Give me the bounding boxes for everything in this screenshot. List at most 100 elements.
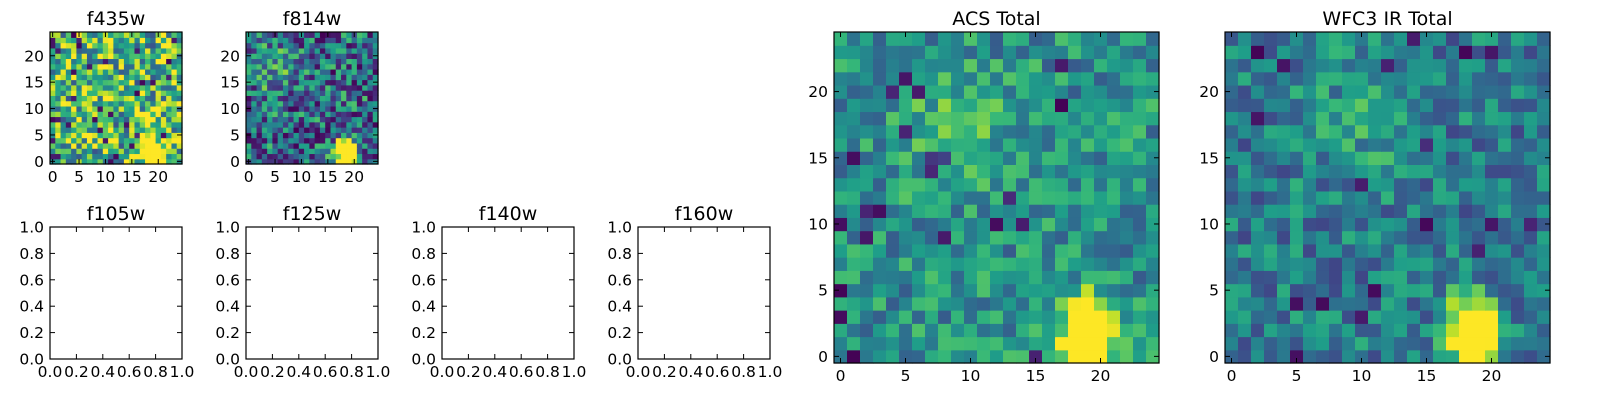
heatmap-cell — [1133, 310, 1147, 324]
heatmap-cell — [1485, 164, 1499, 179]
heatmap-cell — [899, 310, 913, 324]
heatmap-cell — [1055, 98, 1069, 113]
heatmap-cell — [272, 111, 279, 118]
heatmap-cell — [1485, 71, 1499, 86]
heatmap-cell — [166, 84, 173, 91]
heatmap-cell — [1251, 349, 1265, 364]
heatmap-cell — [1290, 310, 1304, 324]
heatmap-cell — [139, 137, 146, 144]
heatmap-cell — [134, 84, 141, 91]
heatmap-cell — [60, 32, 67, 38]
heatmap-cell — [65, 37, 72, 44]
heatmap-cell — [990, 243, 1004, 258]
heatmap-cell — [351, 121, 358, 128]
y-tick-label: 5 — [1209, 282, 1219, 300]
heatmap-cell — [1238, 98, 1252, 113]
heatmap-cell — [113, 42, 120, 49]
heatmap-cell — [50, 111, 56, 118]
heatmap-cell — [1107, 71, 1121, 86]
axes-frame — [245, 226, 379, 360]
heatmap-cell — [951, 32, 965, 46]
heatmap-cell — [1068, 32, 1082, 46]
heatmap-cell — [314, 63, 321, 70]
heatmap-cell — [1472, 177, 1486, 192]
heatmap-cell — [1446, 296, 1460, 311]
heatmap-cell — [1342, 111, 1356, 126]
heatmap-cell — [71, 53, 77, 59]
heatmap-cell — [351, 95, 358, 102]
heatmap-cell — [330, 32, 337, 38]
heatmap-cell — [102, 137, 109, 144]
heatmap-cell — [256, 127, 263, 133]
heatmap-cell — [1459, 58, 1473, 73]
heatmap-cell — [319, 79, 326, 86]
heatmap-cell — [86, 37, 93, 44]
heatmap-cell — [899, 257, 913, 271]
heatmap-cell — [1407, 190, 1421, 205]
heatmap-cell — [335, 63, 342, 70]
heatmap-cell — [92, 79, 99, 86]
heatmap-cell — [335, 58, 342, 65]
heatmap-cell — [1094, 296, 1108, 311]
y-tick-label: 0.4 — [215, 298, 240, 316]
heatmap-cell — [298, 142, 305, 149]
heatmap-cell — [50, 127, 56, 133]
heatmap-cell — [319, 127, 326, 133]
heatmap-cell — [155, 84, 162, 91]
heatmap-cell — [990, 164, 1004, 179]
heatmap-cell — [272, 127, 279, 133]
heatmap-cell — [1042, 310, 1056, 324]
heatmap-cell — [251, 111, 258, 118]
heatmap-cell — [1485, 270, 1499, 285]
heatmap-cell — [171, 74, 178, 81]
heatmap-cell — [330, 137, 337, 144]
y-tick-label: 1.0 — [607, 219, 632, 237]
heatmap-cell — [176, 153, 183, 160]
heatmap-cell — [1290, 111, 1304, 126]
heatmap-cell — [288, 153, 295, 160]
heatmap-cell — [938, 310, 952, 324]
heatmap-cell — [367, 100, 374, 107]
heatmap-cell — [1277, 270, 1291, 285]
heatmap-cell — [1485, 98, 1499, 113]
heatmap-cell — [1133, 336, 1147, 351]
heatmap-cell — [951, 190, 965, 205]
heatmap-cell — [925, 177, 939, 192]
heatmap-cell — [1446, 45, 1460, 60]
heatmap-cell — [1055, 151, 1069, 165]
heatmap-cell — [102, 90, 109, 96]
heatmap-cell — [256, 58, 263, 65]
heatmap-cell — [330, 116, 337, 123]
heatmap-cell — [50, 84, 56, 91]
heatmap-cell — [155, 137, 162, 144]
heatmap-cell — [272, 137, 279, 144]
heatmap-cell — [873, 190, 887, 205]
heatmap-cell — [288, 137, 295, 144]
heatmap-cell — [60, 137, 67, 144]
heatmap-cell — [367, 53, 374, 59]
heatmap-cell — [1498, 71, 1512, 86]
heatmap-cell — [1407, 296, 1421, 311]
y-tick-label: 15 — [1199, 149, 1219, 167]
heatmap-cell — [277, 127, 284, 133]
heatmap-cell — [362, 116, 369, 123]
heatmap-cell — [1485, 177, 1499, 192]
heatmap-cell — [1394, 98, 1408, 113]
heatmap-cell — [1537, 177, 1551, 192]
heatmap-cell — [873, 310, 887, 324]
heatmap-cell — [145, 79, 151, 86]
heatmap-cell — [282, 58, 289, 65]
heatmap-cell — [1120, 84, 1134, 99]
heatmap-cell — [118, 63, 125, 70]
heatmap-cell — [1472, 71, 1486, 86]
heatmap-cell — [951, 323, 965, 338]
heatmap-cell — [251, 32, 258, 38]
heatmap-cell — [1003, 58, 1017, 73]
heatmap-cell — [81, 79, 88, 86]
heatmap-cell — [1498, 349, 1512, 364]
heatmap-cell — [1055, 323, 1069, 338]
heatmap-cell — [1029, 310, 1043, 324]
heatmap-cell — [50, 121, 56, 128]
heatmap-cell — [951, 98, 965, 113]
heatmap-cell — [1433, 45, 1447, 60]
